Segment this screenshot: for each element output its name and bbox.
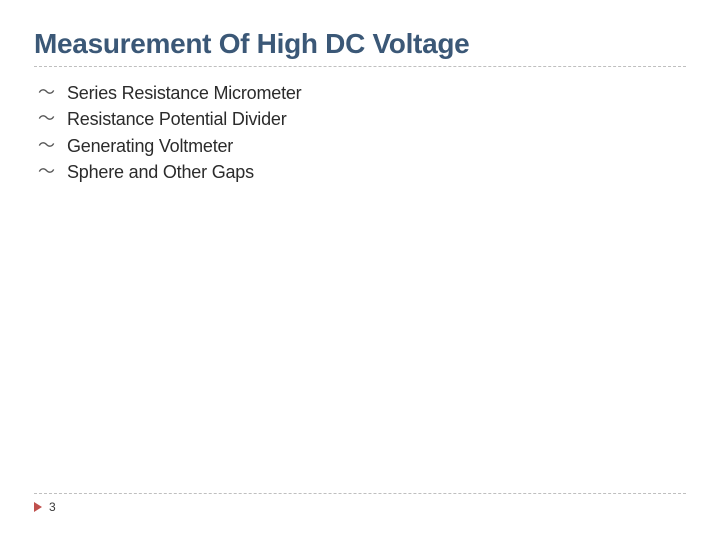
bullet-marker-icon: ～ <box>38 107 55 131</box>
page-row: 3 <box>34 500 686 514</box>
slide-footer: 3 <box>34 493 686 514</box>
bullet-text: Resistance Potential Divider <box>67 107 287 131</box>
slide-container: Measurement Of High DC Voltage ～ Series … <box>0 0 720 540</box>
bullet-marker-icon: ～ <box>38 134 55 158</box>
slide-title: Measurement Of High DC Voltage <box>34 28 686 60</box>
bullet-marker-icon: ～ <box>38 160 55 184</box>
bullet-list: ～ Series Resistance Micrometer ～ Resista… <box>34 81 686 184</box>
bullet-text: Generating Voltmeter <box>67 134 233 158</box>
bullet-item: ～ Sphere and Other Gaps <box>38 160 686 184</box>
bullet-marker-icon: ～ <box>38 81 55 105</box>
title-divider <box>34 66 686 67</box>
bullet-item: ～ Series Resistance Micrometer <box>38 81 686 105</box>
page-arrow-icon <box>34 502 42 512</box>
bullet-item: ～ Generating Voltmeter <box>38 134 686 158</box>
page-number: 3 <box>49 500 56 514</box>
bullet-text: Sphere and Other Gaps <box>67 160 254 184</box>
footer-divider <box>34 493 686 494</box>
bullet-text: Series Resistance Micrometer <box>67 81 301 105</box>
bullet-item: ～ Resistance Potential Divider <box>38 107 686 131</box>
